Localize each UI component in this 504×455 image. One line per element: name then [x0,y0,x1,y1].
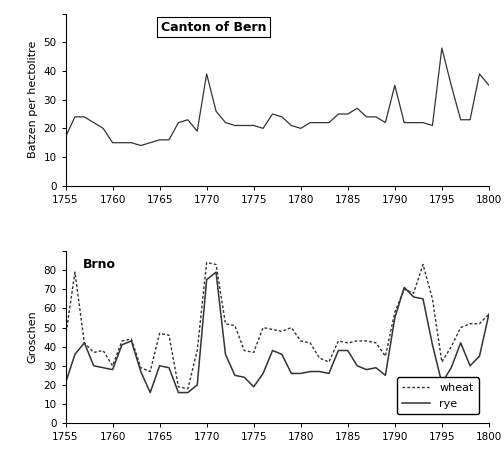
Y-axis label: Groschen: Groschen [28,311,38,364]
Y-axis label: Batzen per hectolitre: Batzen per hectolitre [28,41,38,158]
Text: Canton of Bern: Canton of Bern [161,20,267,34]
Text: Brno: Brno [83,258,115,271]
Legend: wheat, rye: wheat, rye [397,378,479,414]
